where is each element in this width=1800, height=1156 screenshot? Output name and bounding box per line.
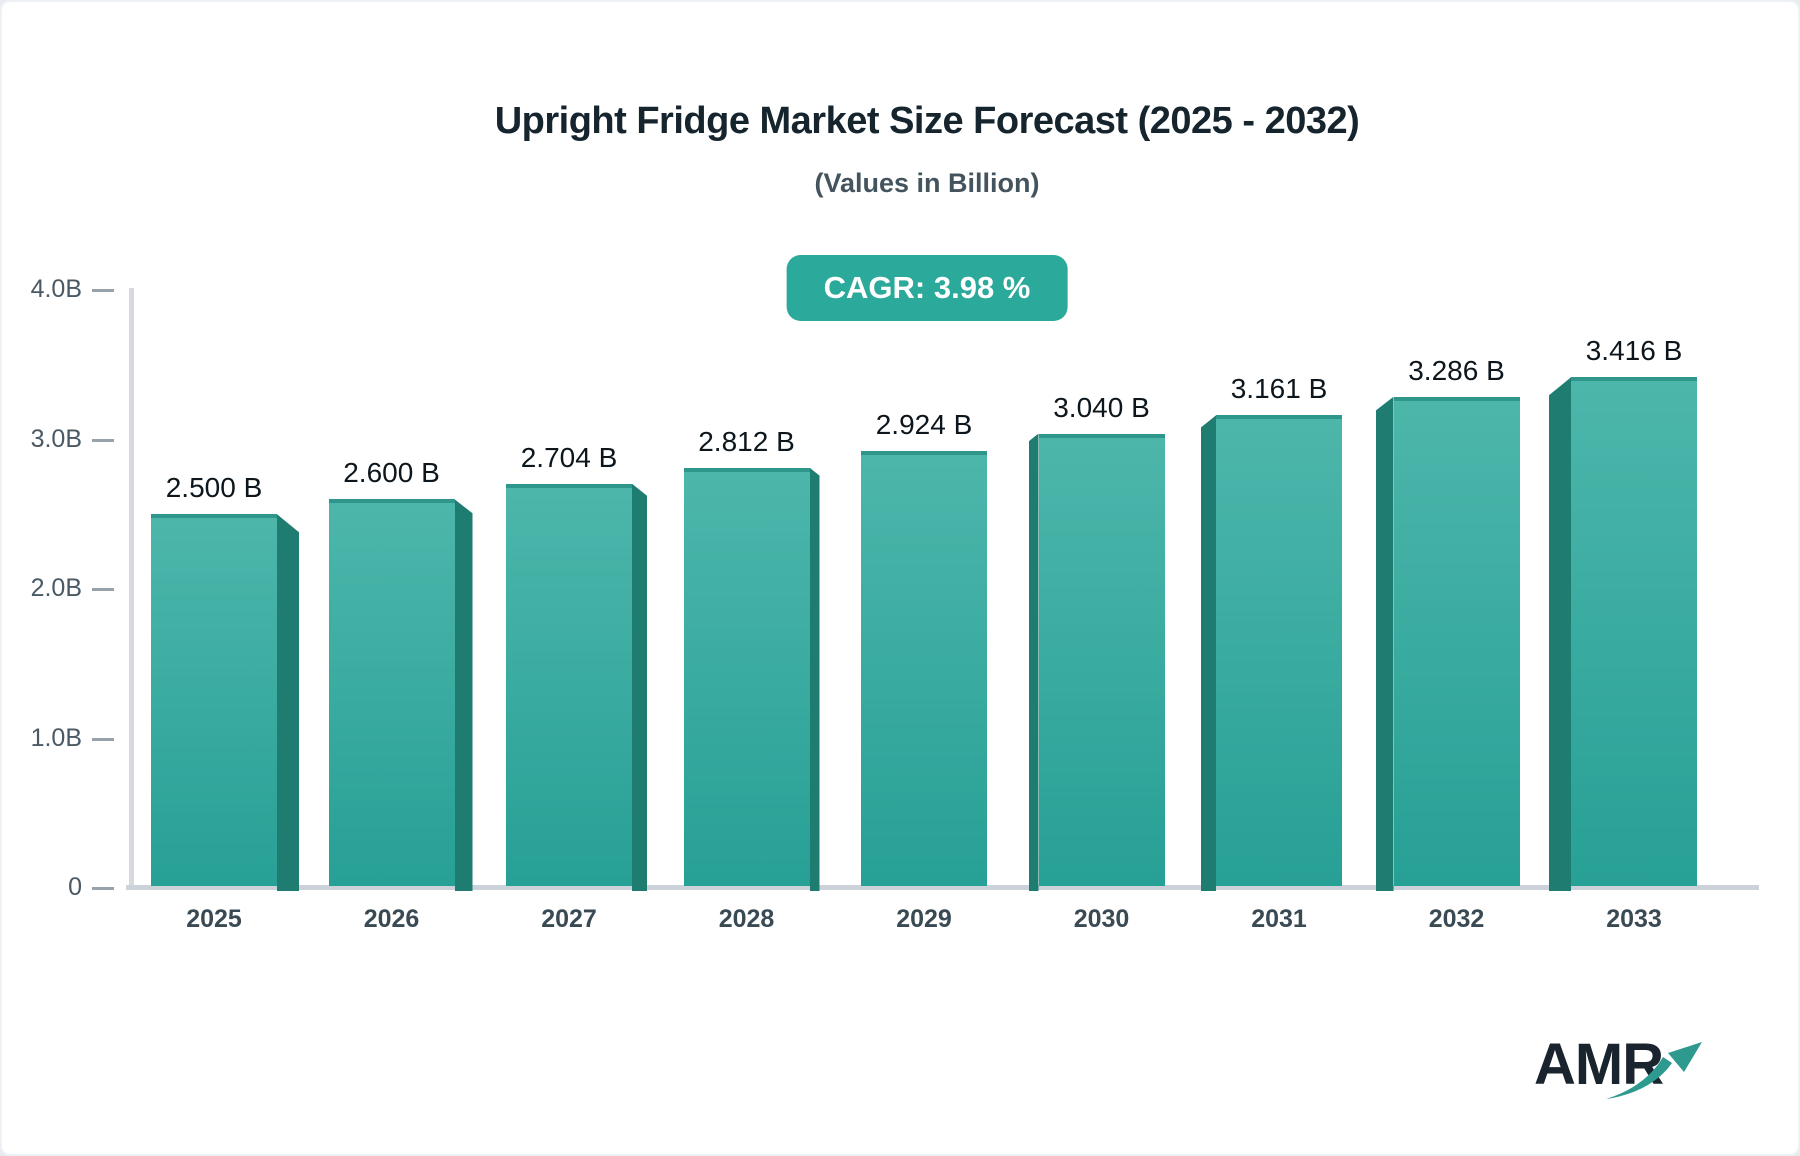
y-axis-line (129, 288, 134, 890)
bar-value-label: 3.040 B (1053, 391, 1150, 423)
amr-logo: AMR (1534, 1036, 1724, 1114)
growth-arrow-icon (1606, 1042, 1702, 1099)
y-tick-mark (92, 588, 114, 591)
x-axis-label-2029: 2029 (896, 905, 952, 933)
bar-2027 (506, 483, 632, 886)
bar-2031 (1216, 415, 1342, 886)
x-axis-label-2031: 2031 (1251, 905, 1307, 933)
bar-3d-side (1028, 433, 1039, 891)
bar-2029 (861, 450, 987, 886)
bar-value-label: 2.924 B (875, 408, 973, 440)
bar-value-label: 2.500 B (165, 472, 263, 504)
x-axis-label-2025: 2025 (186, 905, 242, 933)
x-axis-label-2026: 2026 (363, 905, 420, 933)
bar-3d-side (1375, 396, 1394, 891)
bar-3d-side (809, 467, 820, 891)
bar-3d-side (277, 514, 299, 891)
bar-3d-side (454, 499, 473, 891)
bar-value-label: 2.812 B (698, 425, 795, 457)
bar-3d-side (1201, 415, 1216, 891)
x-axis-label-2030: 2030 (1073, 905, 1130, 933)
bar-2032 (1393, 396, 1520, 886)
cagr-badge: CAGR: 3.98 % (786, 255, 1068, 321)
x-axis-label-2028: 2028 (718, 905, 775, 933)
bar-3d-side (632, 483, 647, 891)
bar-value-label: 3.286 B (1408, 354, 1505, 386)
bar-2025 (151, 514, 277, 886)
bar-2033 (1571, 377, 1697, 886)
y-tick-label: 2.0B (30, 574, 82, 602)
chart-title: Upright Fridge Market Size Forecast (202… (494, 100, 1360, 142)
x-axis-label-2032: 2032 (1428, 905, 1485, 933)
y-tick-label: 4.0B (30, 275, 82, 303)
bar-value-label: 3.161 B (1230, 373, 1328, 405)
x-axis-label-2027: 2027 (541, 905, 597, 933)
bar-2030 (1038, 433, 1165, 886)
y-tick-mark (92, 737, 114, 741)
bar-3d-side (1549, 377, 1571, 891)
bar-2026 (328, 499, 455, 886)
x-axis-label-2033: 2033 (1606, 905, 1662, 933)
y-tick-mark (92, 289, 114, 292)
y-tick-label: 1.0B (30, 723, 82, 752)
y-tick-label: 3.0B (30, 424, 82, 453)
bar-2028 (683, 467, 810, 886)
y-tick-mark (92, 887, 114, 890)
y-tick-mark (92, 438, 114, 442)
chart-subtitle: (Values in Billion) (814, 168, 1040, 198)
y-tick-label: 0 (68, 873, 82, 901)
bar-value-label: 3.416 B (1585, 335, 1683, 367)
bar-value-label: 2.704 B (520, 441, 618, 473)
bar-value-label: 2.600 B (343, 457, 440, 489)
x-axis-baseline (126, 885, 1759, 890)
